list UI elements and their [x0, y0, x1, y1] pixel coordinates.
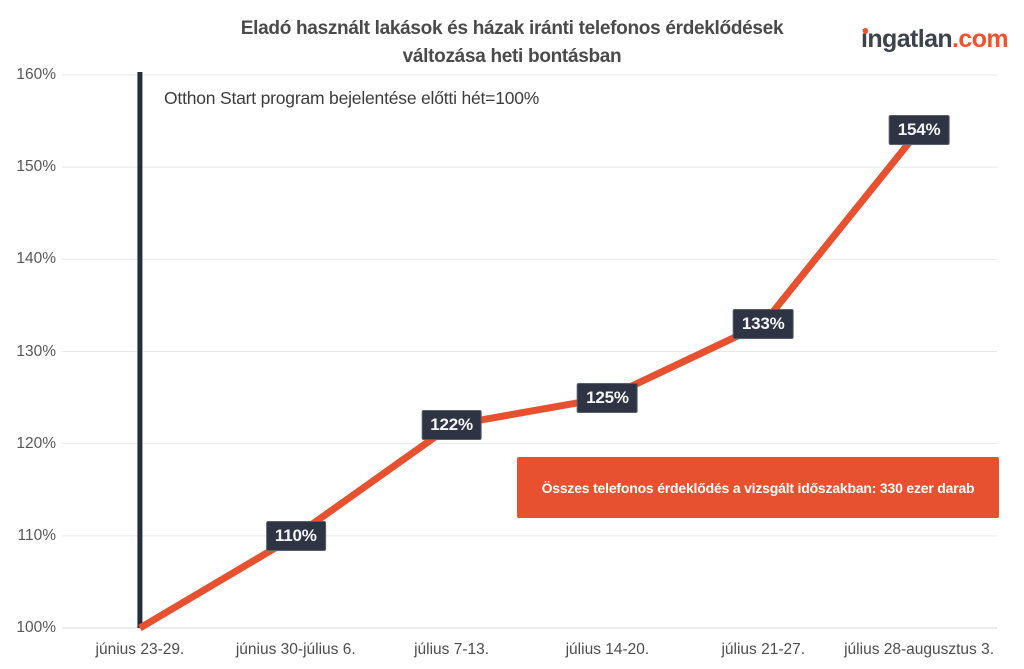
total-inquiries-banner: Összes telefonos érdeklődés a vizsgált i… [517, 457, 999, 518]
brand-i-dot-icon [862, 28, 868, 34]
trend-line [138, 128, 922, 632]
brand-logo: ingatlan.com [861, 24, 1009, 54]
chart-title-line2: változása heti bontásban [402, 46, 622, 67]
chart-title-line1: Eladó használt lakások és házak iránti t… [240, 18, 784, 39]
chart-title: Eladó használt lakások és házak iránti t… [0, 15, 1024, 71]
brand-tld: .com [952, 25, 1009, 53]
brand-name: ingatlan [861, 25, 953, 53]
reference-note: Otthon Start program bejelentése előtti … [164, 88, 540, 108]
